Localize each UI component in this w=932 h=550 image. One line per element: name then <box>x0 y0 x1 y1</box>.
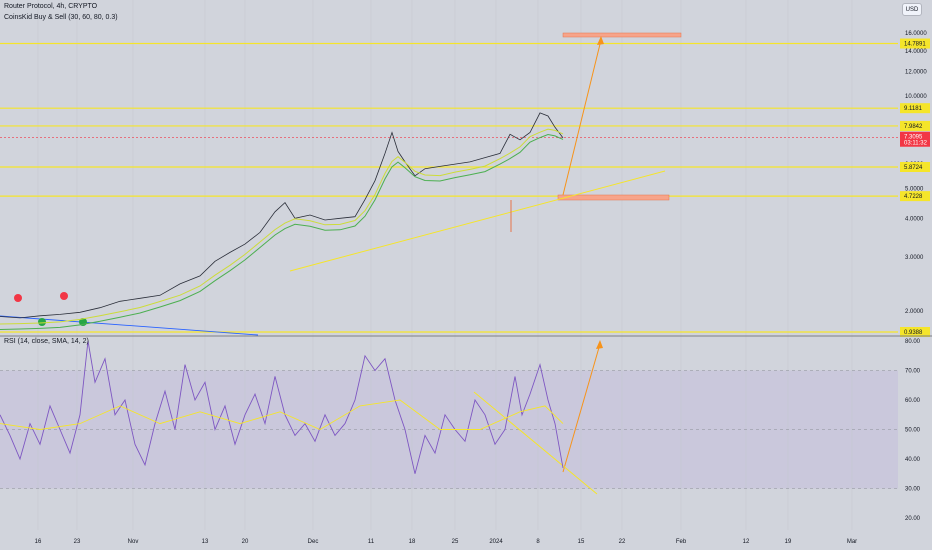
ema-fast-line <box>0 128 564 325</box>
x-tick-label: 16 <box>35 539 42 545</box>
price-level-tag <box>900 103 930 114</box>
rsi-tick-label: 30.00 <box>905 487 921 493</box>
rsi-tick-label: 50.00 <box>905 428 921 434</box>
y-tick-label: 14.0000 <box>905 49 927 55</box>
y-tick-label: 12.0000 <box>905 69 927 75</box>
rsi-arrow <box>562 343 601 473</box>
x-tick-label: 19 <box>785 539 792 545</box>
rsi-tick-label: 20.00 <box>905 516 921 522</box>
y-tick-label: 2.0000 <box>905 309 924 315</box>
price-arrow <box>562 39 602 196</box>
rsi-ma-line <box>0 399 564 431</box>
price-level-label: 7.9842 <box>904 124 923 130</box>
price-level-tag <box>900 162 930 173</box>
price-level-label: 9.1181 <box>904 106 923 112</box>
x-tick-label: 18 <box>409 539 416 545</box>
price-arrow-head <box>597 36 604 45</box>
rsi-tick-label: 70.00 <box>905 369 921 375</box>
horizontal-levels <box>0 42 898 333</box>
y-tick-label: 4.0000 <box>905 216 924 222</box>
trend-line <box>289 170 666 272</box>
price-line <box>0 112 564 319</box>
chart-drawings <box>0 32 682 495</box>
y-tick-label: 16.0000 <box>905 31 927 37</box>
x-tick-label: Mar <box>847 539 857 545</box>
y-tick-label: 3.0000 <box>905 255 924 261</box>
price-level-tag <box>900 327 930 337</box>
symbol-title[interactable]: Router Protocol, 4h, CRYPTO <box>4 3 98 10</box>
x-tick-label: Nov <box>128 539 139 545</box>
rsi-trend-line <box>473 391 598 495</box>
x-tick-label: 22 <box>619 539 626 545</box>
x-tick-label: 20 <box>242 539 249 545</box>
x-tick-label: 8 <box>536 539 540 545</box>
x-tick-label: 2024 <box>489 539 503 545</box>
rsi-axis[interactable]: 20.00 30.00 40.00 50.00 60.00 70.00 80.00 <box>905 339 921 522</box>
rsi-line <box>0 340 564 474</box>
price-series <box>0 112 564 330</box>
entry-box <box>557 194 670 201</box>
rsi-tick-label: 80.00 <box>905 339 921 345</box>
sell-signal-dot <box>60 292 68 300</box>
x-tick-label: 25 <box>452 539 459 545</box>
target-box <box>562 32 682 38</box>
rsi-tick-label: 40.00 <box>905 457 921 463</box>
y-tick-label: 5.0000 <box>905 187 924 193</box>
level-tags: 14.7891 9.1181 7.9842 5.8724 4.7228 0.9388 7.3… <box>900 38 930 337</box>
price-level-tag <box>900 38 930 49</box>
x-tick-label: 12 <box>743 539 750 545</box>
x-tick-label: Feb <box>676 539 687 545</box>
sell-signal-dot <box>14 294 22 302</box>
price-level-tag <box>900 191 930 202</box>
x-tick-label: 11 <box>368 539 375 545</box>
ema-slow-line <box>0 133 564 330</box>
rsi-tick-label: 60.00 <box>905 398 921 404</box>
price-level-label: 4.7228 <box>904 194 923 200</box>
grid-lines <box>0 0 898 530</box>
price-level-label: 14.7891 <box>904 42 926 48</box>
rsi-arrow-head <box>596 340 603 349</box>
currency-button[interactable]: USD <box>902 3 922 16</box>
indicator-title[interactable]: CoinsKid Buy & Sell (30, 60, 80, 0.3) <box>4 14 118 21</box>
rsi-title[interactable]: RSI (14, close, SMA, 14, 2) <box>4 338 89 345</box>
last-price-tag <box>900 131 930 147</box>
y-tick-label: 10.0000 <box>905 94 927 100</box>
x-tick-label: 23 <box>74 539 81 545</box>
x-tick-label: 13 <box>202 539 209 545</box>
countdown-label: 03:11:32 <box>904 141 928 147</box>
price-level-label: 0.9388 <box>904 330 923 336</box>
x-tick-label: 15 <box>578 539 585 545</box>
price-level-tag <box>900 120 930 131</box>
buy-signal-dot <box>38 318 46 326</box>
last-price-label: 7.3095 <box>904 135 923 141</box>
rsi-series <box>0 340 564 474</box>
x-tick-label: Dec <box>308 539 319 545</box>
time-axis[interactable]: 16 23 Nov 13 20 Dec 11 18 25 2024 8 15 22 Feb 12 19 Mar <box>35 539 858 545</box>
price-level-label: 5.8724 <box>904 165 923 171</box>
price-axis-background <box>898 0 932 550</box>
